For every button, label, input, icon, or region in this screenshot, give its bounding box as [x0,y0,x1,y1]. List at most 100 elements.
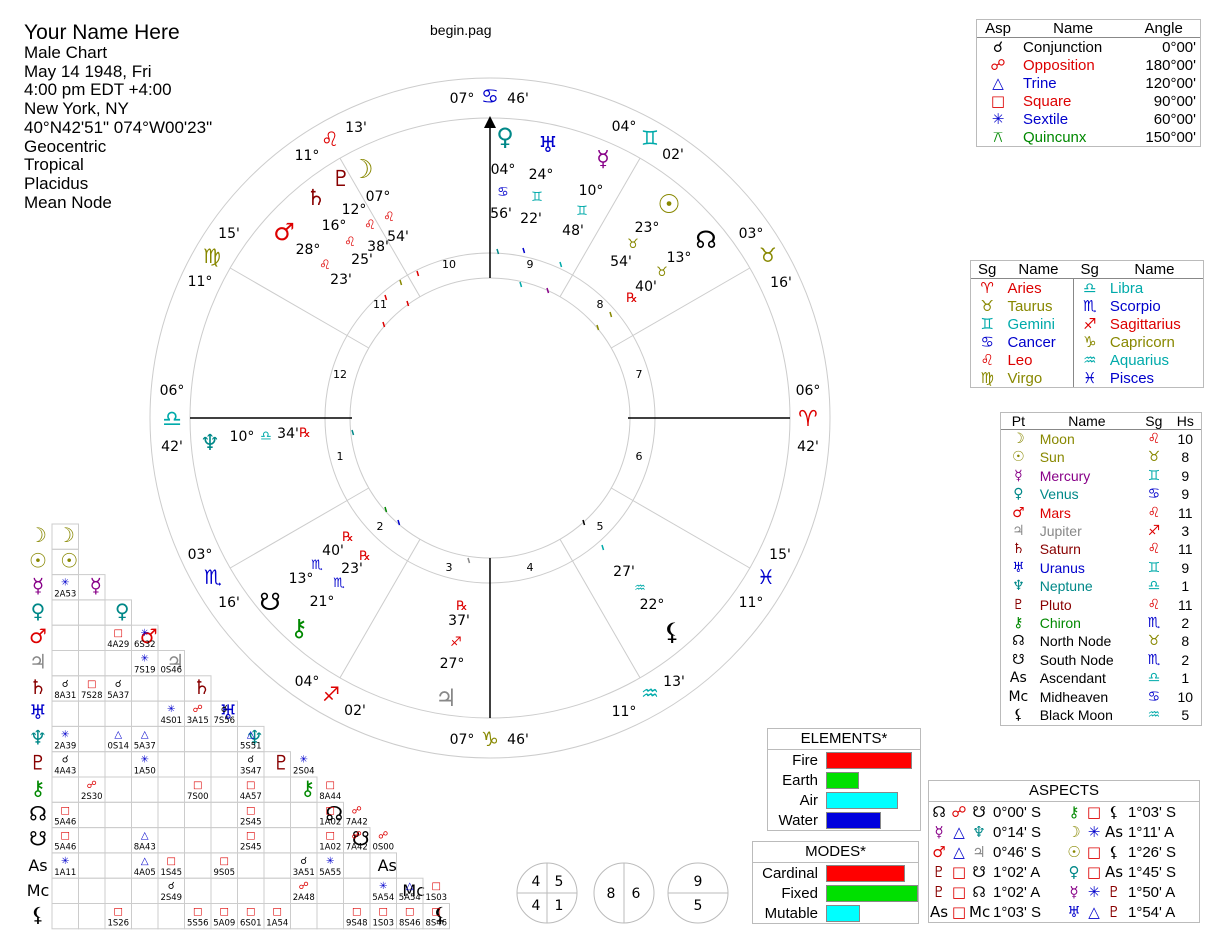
grid-cell [78,852,106,879]
h8-minute: 16' [770,275,792,291]
grid-orb: 7S19 [134,666,156,676]
sign-name: Gemini [1003,315,1074,333]
grid-cell [131,877,159,905]
pluto-icon: ♇ [331,167,351,192]
planet-house: 11 [1178,504,1193,521]
grid-cell [51,523,79,550]
grid-cell [210,751,238,778]
mercury-minute: 48' [562,223,584,239]
grid-aspect-icon: ✳ [167,704,175,715]
grid-aspect-icon: ☍ [193,704,203,715]
aspects-title: ASPECTS [929,781,1199,802]
grid-cell [157,675,185,702]
col-name: Name [1105,261,1203,279]
uranus-minute: 22' [520,211,542,227]
mc-arrow-icon [484,116,496,128]
grid-cell [78,650,106,677]
taurus-icon: ♉ [759,243,777,267]
planet-sign-icon: ♌ [1147,596,1161,613]
elements-label: Fire [792,751,818,769]
planet-icon: ☋ [972,803,986,821]
moon-degree: 07° [366,189,391,205]
planet-house: 9 [1181,486,1190,503]
grid-orb: 5S51 [240,741,262,751]
aspect-angle: 90°00' [1153,92,1196,110]
col-hs: Hs [1169,413,1201,430]
grid-orb: 5A09 [213,919,235,929]
quadrant-value: 5 [694,898,703,914]
grid-cell [157,751,185,778]
planet-house: 11 [1178,541,1193,558]
grid-aspect-icon: ☍ [299,881,309,892]
aspect-orb: 1°02' A [993,883,1041,901]
aspect-row: ☿ △ ♆ 0°14' S ☽ ✳ As 1°11' A [929,822,1199,842]
aspect-icon: △ [1088,903,1100,921]
aspect-angle: 150°00' [1145,128,1196,146]
birth-date: May 14 1948, Fri [24,61,152,81]
leo-icon: ♌ [383,210,395,225]
grid-cell [51,903,79,930]
aspect-name: Quincunx [1023,128,1087,146]
grid-aspect-icon: ✳ [326,856,334,867]
grid-diagonal-planet-icon: ⚷ [300,776,315,800]
scorpio-icon: ♏ [204,565,222,589]
elements-bar [826,751,912,769]
grid-orb: 2S45 [240,843,262,853]
aspect-icon: □ [951,883,967,901]
grid-diagonal-planet-icon: ☋ [352,827,370,851]
grid-aspect-icon: ☍ [352,831,362,842]
planet-position-tick [582,519,586,526]
sun-icon: ☉ [657,190,680,220]
grid-orb: 4A29 [107,640,129,650]
grid-aspect-icon: □ [352,907,361,918]
black-moon-icon: ⚸ [1013,707,1024,724]
grid-orb: 6S32 [134,640,156,650]
grid-aspect-icon: □ [220,856,229,867]
grid-aspect-icon: □ [326,805,335,816]
aspect-name: Trine [1023,74,1057,92]
cancer-icon: ♋ [980,333,994,351]
planet-name: Ascendant [1039,670,1106,687]
sun-degree: 23° [635,220,660,236]
grid-aspect-icon: ✳ [61,578,69,589]
grid-aspect-icon: ☍ [352,805,362,816]
grid-aspect-icon: □ [379,907,388,918]
grid-cell [237,877,265,905]
sign-name: Taurus [1003,297,1074,315]
grid-cell [78,624,106,651]
grid-orb: 1A02 [319,843,341,853]
retrograde-icon: ℞ [626,291,638,306]
aspect-angle: 60°00' [1153,110,1196,128]
aspect-icon: ✳ [1087,823,1101,841]
grid-row-planet-icon: As [28,856,47,875]
pluto-icon: ♇ [1012,596,1025,613]
grid-aspect-icon: ☌ [221,704,228,715]
grid-orb: 2A39 [54,741,76,751]
grid-aspect-icon: △ [141,831,149,842]
grid-cell [263,801,291,829]
modes-label: Mutable [764,904,818,922]
planet-icon: As [1104,823,1124,841]
planet-house: 2 [1181,651,1190,668]
chart-type: Male Chart [24,43,108,62]
aspect-name: Sextile [1023,110,1069,128]
aquarius-icon: ♒ [1083,351,1097,369]
planet-position-tick [416,270,420,277]
grid-aspect-icon: △ [406,881,414,892]
neptune-degree: 10° [230,429,255,445]
grid-diagonal-planet-icon: ♇ [272,751,290,775]
aspect-row: ☊ ☍ ☋ 0°00' S ⚷ □ ⚸ 1°03' S [929,802,1199,822]
aspect-entry: ⚷ □ ⚸ 1°03' S [1064,803,1199,821]
grid-cell [78,903,106,930]
house-number: 12 [333,368,347,381]
cancer-icon: ♋ [497,185,509,200]
north-node-icon: ☊ [1012,633,1025,650]
grid-orb: 2S45 [240,817,262,827]
grid-orb: 2S30 [81,792,103,802]
h11-minute: 13' [345,120,367,136]
h6-minute: 11° [739,595,764,611]
planet-position-tick [496,248,500,255]
house-number: 5 [597,520,604,533]
planet-house: 2 [1181,615,1190,632]
planet-position-tick [596,324,600,331]
